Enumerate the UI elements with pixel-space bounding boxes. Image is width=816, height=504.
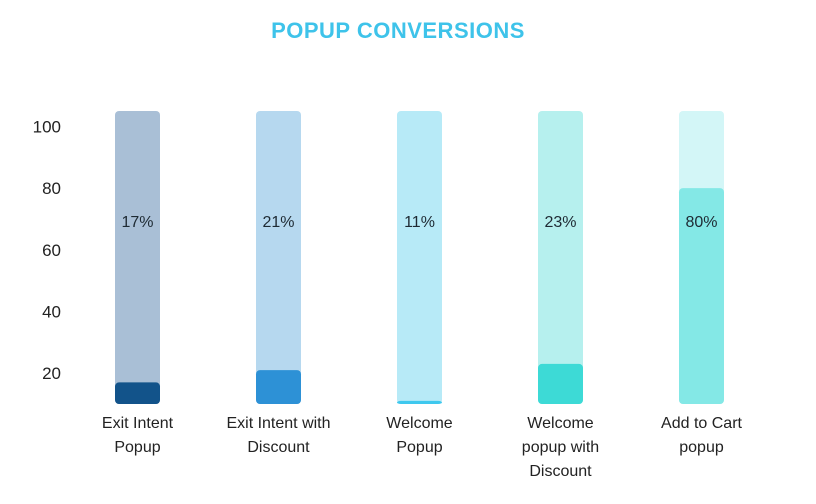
category-label: Add to Cart popup [661, 415, 742, 456]
y-tick-label: 60 [42, 241, 61, 260]
bar-track [538, 111, 583, 404]
category-label: Welcome Popup [386, 415, 452, 456]
data-label: 17% [121, 214, 153, 231]
category-label: Exit Intent Popup [102, 415, 174, 456]
data-label: 21% [262, 214, 294, 231]
chart-title: POPUP CONVERSIONS [271, 18, 525, 43]
bar [115, 382, 160, 404]
bar [679, 188, 724, 404]
data-label: 80% [685, 214, 717, 231]
y-tick-label: 100 [33, 117, 61, 136]
bar [538, 363, 583, 404]
y-tick-label: 20 [42, 364, 61, 383]
category-label: Exit Intent with Discount [226, 415, 330, 456]
data-label: 11% [404, 214, 435, 231]
category-label: Welcome popup with Discount [522, 415, 599, 480]
data-label: 23% [544, 214, 576, 231]
bar [256, 370, 301, 404]
bar [397, 400, 442, 404]
bar-track [256, 111, 301, 404]
y-tick-label: 40 [42, 302, 61, 321]
bar-track [115, 111, 160, 404]
y-tick-label: 80 [42, 179, 61, 198]
bar-track [397, 111, 442, 404]
